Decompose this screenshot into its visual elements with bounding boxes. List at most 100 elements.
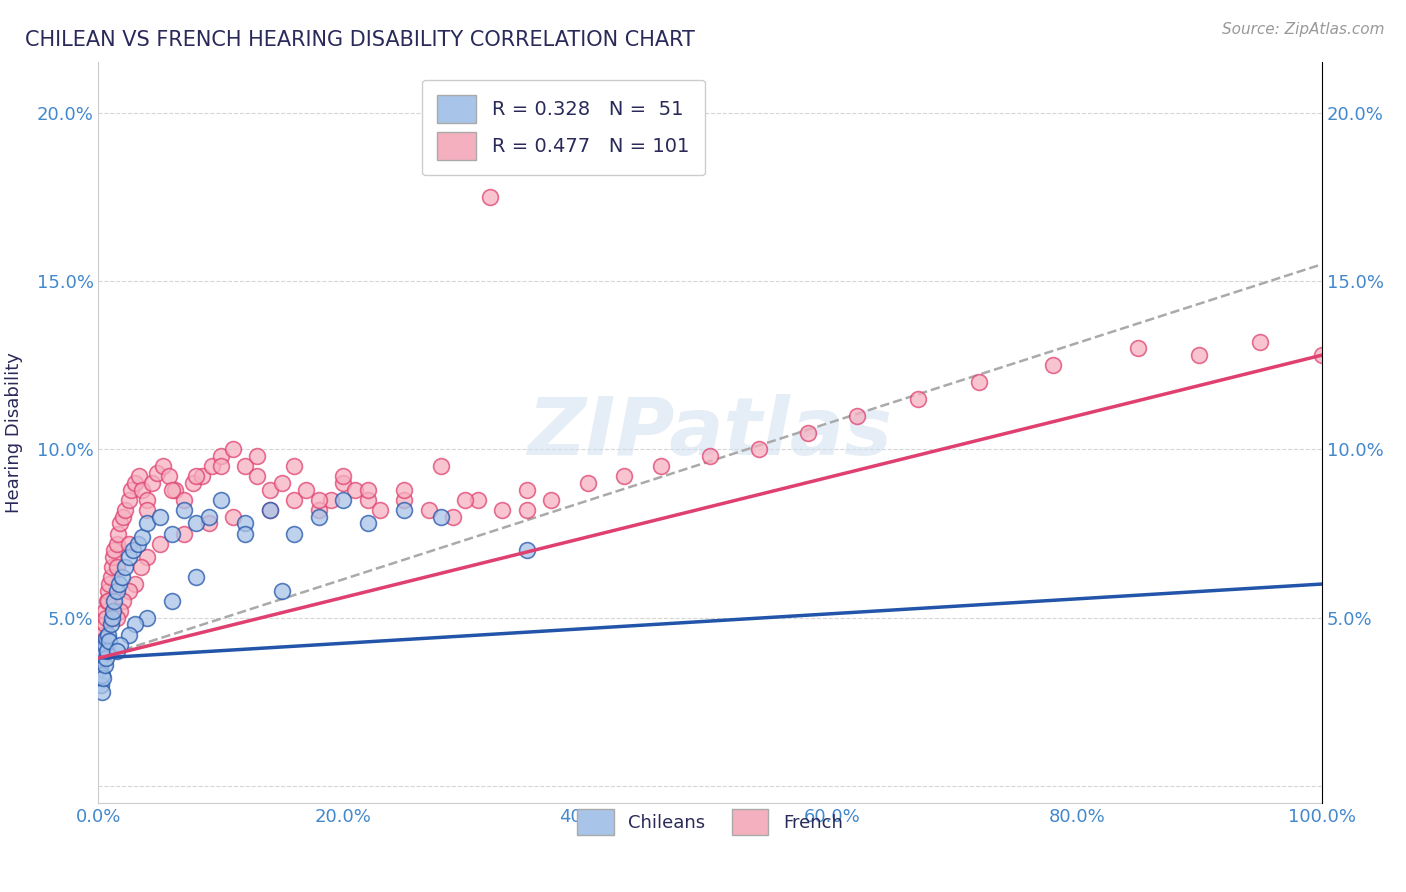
Point bbox=[332, 492, 354, 507]
Point bbox=[110, 638, 132, 652]
Point bbox=[356, 492, 378, 507]
Point bbox=[110, 516, 132, 531]
Point bbox=[105, 560, 128, 574]
Point bbox=[650, 459, 672, 474]
Point bbox=[136, 610, 159, 624]
Point bbox=[160, 594, 183, 608]
Point bbox=[392, 483, 416, 497]
Point bbox=[1042, 359, 1064, 373]
Point bbox=[209, 449, 232, 463]
Point bbox=[118, 627, 141, 641]
Point bbox=[94, 651, 117, 665]
Point bbox=[90, 638, 112, 652]
Text: ZIPatlas: ZIPatlas bbox=[527, 393, 893, 472]
Point bbox=[356, 516, 378, 531]
Point bbox=[430, 509, 453, 524]
Point bbox=[283, 459, 305, 474]
Point bbox=[186, 516, 208, 531]
Point bbox=[233, 516, 256, 531]
Point bbox=[576, 476, 599, 491]
Point bbox=[146, 466, 169, 480]
Point bbox=[131, 530, 153, 544]
Point bbox=[90, 678, 112, 692]
Point bbox=[967, 375, 990, 389]
Point bbox=[797, 425, 820, 440]
Point bbox=[515, 503, 537, 517]
Point bbox=[186, 469, 208, 483]
Point bbox=[491, 503, 513, 517]
Point bbox=[1188, 348, 1211, 362]
Point bbox=[100, 570, 122, 584]
Point bbox=[96, 594, 118, 608]
Point bbox=[94, 631, 117, 645]
Point bbox=[845, 409, 868, 423]
Point bbox=[91, 644, 114, 658]
Point bbox=[91, 685, 114, 699]
Point bbox=[173, 492, 195, 507]
Point bbox=[181, 476, 204, 491]
Point bbox=[197, 516, 219, 531]
Point bbox=[319, 492, 342, 507]
Point bbox=[356, 483, 378, 497]
Point bbox=[160, 526, 183, 541]
Point bbox=[114, 503, 136, 517]
Point bbox=[157, 469, 180, 483]
Point bbox=[91, 627, 114, 641]
Point bbox=[101, 604, 124, 618]
Y-axis label: Hearing Disability: Hearing Disability bbox=[4, 352, 22, 513]
Point bbox=[308, 492, 330, 507]
Point bbox=[149, 536, 172, 550]
Point bbox=[699, 449, 721, 463]
Point bbox=[270, 476, 294, 491]
Point bbox=[118, 492, 141, 507]
Point bbox=[515, 483, 537, 497]
Point bbox=[93, 638, 115, 652]
Point bbox=[93, 617, 115, 632]
Point bbox=[136, 492, 159, 507]
Point bbox=[111, 570, 134, 584]
Point bbox=[160, 483, 183, 497]
Point bbox=[246, 469, 269, 483]
Point bbox=[105, 610, 128, 624]
Point bbox=[478, 190, 501, 204]
Point bbox=[1310, 348, 1333, 362]
Point bbox=[118, 583, 141, 598]
Point bbox=[120, 483, 142, 497]
Point bbox=[131, 483, 153, 497]
Point bbox=[91, 668, 114, 682]
Point bbox=[222, 509, 245, 524]
Point bbox=[454, 492, 477, 507]
Point bbox=[93, 657, 115, 672]
Point bbox=[246, 449, 269, 463]
Point bbox=[308, 503, 330, 517]
Point bbox=[105, 583, 128, 598]
Point bbox=[124, 577, 146, 591]
Point bbox=[259, 483, 281, 497]
Point bbox=[165, 483, 187, 497]
Point bbox=[91, 644, 114, 658]
Point bbox=[201, 459, 224, 474]
Point bbox=[98, 634, 121, 648]
Point bbox=[430, 139, 453, 153]
Point bbox=[418, 503, 440, 517]
Point bbox=[110, 604, 132, 618]
Point bbox=[613, 469, 636, 483]
Point bbox=[283, 526, 305, 541]
Text: CHILEAN VS FRENCH HEARING DISABILITY CORRELATION CHART: CHILEAN VS FRENCH HEARING DISABILITY COR… bbox=[25, 29, 695, 50]
Point bbox=[141, 476, 163, 491]
Point bbox=[430, 459, 453, 474]
Point bbox=[121, 543, 143, 558]
Point bbox=[191, 469, 214, 483]
Point bbox=[111, 509, 134, 524]
Legend: Chileans, French: Chileans, French bbox=[562, 795, 858, 849]
Point bbox=[103, 543, 125, 558]
Point bbox=[332, 476, 354, 491]
Point bbox=[105, 536, 128, 550]
Point bbox=[283, 492, 305, 507]
Point bbox=[197, 509, 219, 524]
Point bbox=[93, 604, 115, 618]
Point bbox=[270, 583, 294, 598]
Point bbox=[91, 634, 114, 648]
Point bbox=[222, 442, 245, 457]
Point bbox=[209, 459, 232, 474]
